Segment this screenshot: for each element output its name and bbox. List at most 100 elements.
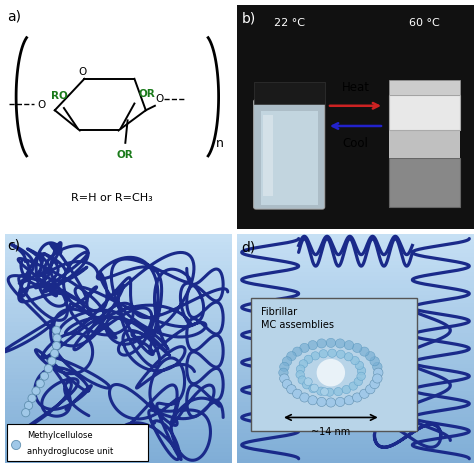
Bar bbox=[237, 388, 474, 395]
Circle shape bbox=[36, 380, 45, 388]
Text: Heat: Heat bbox=[341, 81, 370, 94]
Circle shape bbox=[32, 387, 40, 395]
Bar bbox=[5, 385, 232, 391]
Bar bbox=[389, 130, 460, 158]
Bar bbox=[5, 278, 232, 284]
Bar bbox=[5, 419, 232, 425]
Bar bbox=[237, 415, 474, 421]
Circle shape bbox=[53, 334, 61, 342]
Bar bbox=[5, 316, 232, 322]
Circle shape bbox=[337, 350, 345, 358]
Circle shape bbox=[319, 350, 328, 358]
Bar bbox=[237, 247, 474, 253]
Bar bbox=[5, 450, 232, 456]
Text: OR: OR bbox=[139, 89, 156, 99]
Circle shape bbox=[296, 371, 304, 379]
Text: b): b) bbox=[242, 11, 256, 25]
Circle shape bbox=[344, 395, 354, 405]
Bar bbox=[5, 427, 232, 433]
Circle shape bbox=[299, 360, 308, 368]
Circle shape bbox=[304, 355, 313, 364]
Bar bbox=[237, 243, 474, 249]
Circle shape bbox=[279, 368, 288, 377]
Circle shape bbox=[52, 326, 61, 335]
Bar bbox=[5, 404, 232, 410]
Bar bbox=[5, 339, 232, 345]
Bar bbox=[237, 358, 474, 364]
Bar bbox=[7, 424, 148, 461]
FancyBboxPatch shape bbox=[254, 100, 325, 209]
Bar bbox=[237, 457, 474, 463]
Circle shape bbox=[296, 365, 305, 373]
Text: RO: RO bbox=[51, 91, 68, 101]
Circle shape bbox=[370, 380, 379, 389]
Bar bbox=[237, 411, 474, 417]
Bar bbox=[237, 373, 474, 379]
Circle shape bbox=[325, 388, 334, 396]
Bar bbox=[5, 453, 232, 460]
Text: 60 °C: 60 °C bbox=[409, 18, 439, 28]
Circle shape bbox=[287, 351, 296, 361]
Circle shape bbox=[320, 388, 328, 395]
Circle shape bbox=[298, 376, 307, 384]
Bar bbox=[237, 339, 474, 345]
Bar bbox=[237, 255, 474, 261]
Circle shape bbox=[280, 362, 289, 372]
Circle shape bbox=[308, 395, 318, 405]
Bar bbox=[5, 457, 232, 463]
Text: Methylcellulose: Methylcellulose bbox=[27, 431, 93, 440]
Circle shape bbox=[336, 339, 345, 348]
Text: O: O bbox=[38, 100, 46, 110]
Circle shape bbox=[342, 386, 351, 394]
Bar bbox=[5, 312, 232, 318]
Bar bbox=[237, 251, 474, 257]
Circle shape bbox=[365, 351, 375, 361]
Text: Fibrillar
MC assemblies: Fibrillar MC assemblies bbox=[261, 307, 334, 330]
Bar bbox=[5, 258, 232, 264]
Bar bbox=[5, 251, 232, 257]
Bar bbox=[5, 232, 232, 238]
Bar bbox=[5, 335, 232, 341]
Circle shape bbox=[365, 385, 375, 394]
Bar bbox=[237, 335, 474, 341]
Bar bbox=[5, 281, 232, 287]
Circle shape bbox=[354, 377, 363, 386]
Circle shape bbox=[353, 344, 362, 352]
Bar bbox=[237, 323, 474, 329]
Bar bbox=[5, 369, 232, 375]
Bar bbox=[237, 285, 474, 291]
Bar bbox=[237, 281, 474, 287]
Bar bbox=[237, 404, 474, 410]
Circle shape bbox=[373, 374, 382, 383]
Bar bbox=[237, 327, 474, 333]
Bar bbox=[5, 247, 232, 253]
Circle shape bbox=[311, 352, 319, 360]
Bar bbox=[5, 304, 232, 310]
Text: R=H or R=CH₃: R=H or R=CH₃ bbox=[71, 193, 153, 203]
Bar bbox=[5, 270, 232, 276]
Circle shape bbox=[280, 374, 289, 383]
Bar bbox=[237, 316, 474, 322]
Circle shape bbox=[309, 385, 318, 393]
Circle shape bbox=[44, 365, 53, 373]
Bar bbox=[5, 327, 232, 333]
Bar bbox=[237, 304, 474, 310]
Bar bbox=[5, 411, 232, 417]
Bar bbox=[5, 274, 232, 280]
Bar bbox=[237, 381, 474, 387]
Bar bbox=[237, 354, 474, 360]
Bar bbox=[5, 300, 232, 307]
Bar bbox=[5, 243, 232, 249]
Bar bbox=[5, 293, 232, 299]
Text: O: O bbox=[78, 66, 86, 77]
Bar bbox=[261, 111, 318, 205]
Circle shape bbox=[351, 357, 359, 365]
Bar bbox=[237, 232, 474, 238]
Bar bbox=[237, 434, 474, 440]
Bar bbox=[237, 369, 474, 375]
Circle shape bbox=[283, 380, 292, 389]
Circle shape bbox=[287, 385, 296, 394]
Bar bbox=[237, 308, 474, 314]
Bar bbox=[237, 427, 474, 433]
Bar bbox=[5, 442, 232, 448]
